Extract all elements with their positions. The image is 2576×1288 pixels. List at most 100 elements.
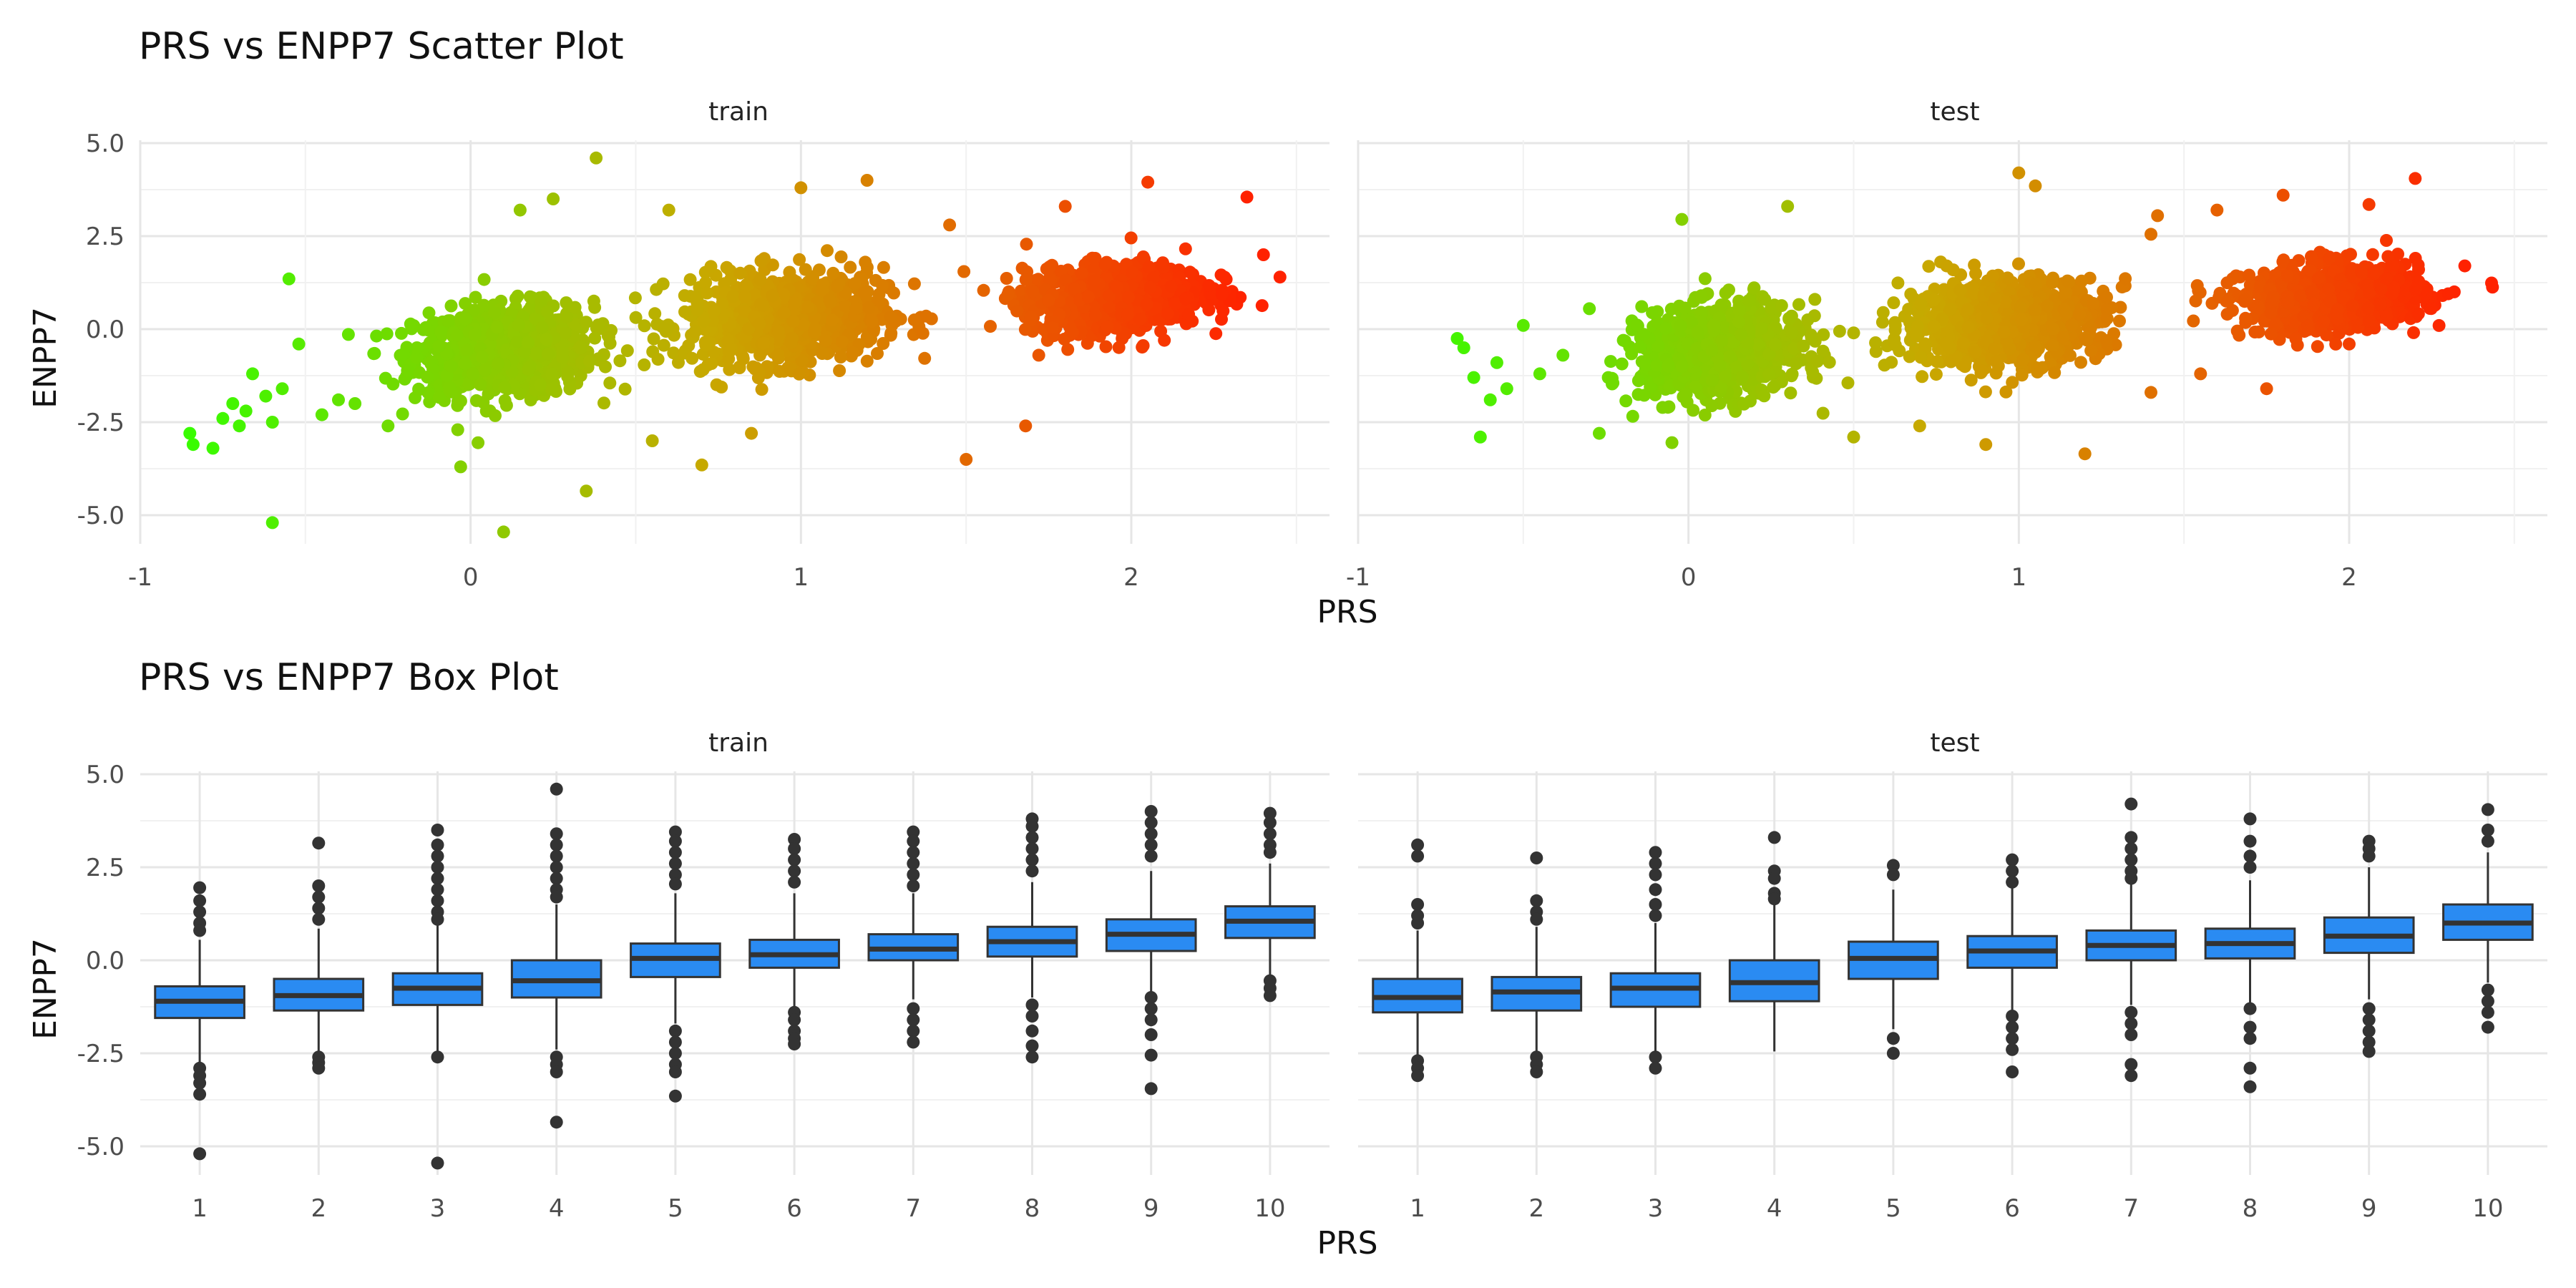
scatter-point	[1888, 338, 1902, 352]
scatter-point	[742, 322, 756, 336]
scatter-point	[459, 357, 472, 370]
scatter-point	[459, 312, 472, 326]
scatter-panel-label-train: train	[708, 97, 769, 127]
scatter-point	[1019, 273, 1033, 286]
scatter-point	[1126, 265, 1139, 279]
scatter-point	[1141, 175, 1155, 189]
scatter-point	[1715, 334, 1729, 347]
scatter-point	[2014, 313, 2028, 326]
scatter-point	[688, 325, 702, 338]
scatter-point	[580, 484, 593, 498]
scatter-point	[1878, 358, 1891, 372]
scatter-point	[367, 347, 381, 361]
scatter-point	[530, 346, 542, 360]
scatter-point	[574, 341, 587, 355]
scatter-point	[603, 376, 617, 390]
scatter-point	[657, 338, 670, 352]
scatter-point	[2015, 369, 2029, 382]
scatter-point	[1888, 323, 1902, 337]
scatter-point	[1929, 368, 1943, 381]
scatter-point	[479, 364, 492, 377]
scatter-point	[1234, 291, 1247, 304]
scatter-x-tick-label: 0	[1681, 563, 1697, 592]
scatter-y-axis-title: ENPP7	[27, 307, 64, 409]
scatter-point	[602, 330, 615, 343]
scatter-point	[386, 377, 400, 391]
scatter-y-tick-label: 5.0	[86, 130, 125, 158]
scatter-point	[1927, 320, 1941, 333]
scatter-point	[907, 313, 921, 327]
scatter-point	[1997, 326, 2011, 338]
scatter-point	[1098, 258, 1112, 271]
scatter-point	[738, 290, 751, 303]
scatter-point	[715, 380, 728, 394]
scatter-point	[723, 345, 736, 358]
scatter-point	[1775, 299, 1788, 313]
scatter-title: PRS vs ENPP7 Scatter Plot	[139, 25, 624, 68]
scatter-point	[638, 319, 651, 333]
scatter-point	[1722, 283, 1735, 297]
scatter-point	[540, 305, 554, 318]
scatter-point	[1968, 346, 1982, 359]
scatter-x-tick-label: -1	[1346, 563, 1370, 592]
scatter-point	[745, 426, 758, 440]
scatter-point	[826, 266, 840, 280]
scatter-point	[1989, 355, 2003, 369]
scatter-point	[695, 458, 708, 472]
scatter-point	[1122, 291, 1136, 304]
scatter-point	[835, 335, 849, 348]
scatter-point	[1619, 394, 1633, 408]
scatter-point	[738, 305, 751, 318]
scatter-point	[839, 300, 853, 313]
scatter-point	[1903, 350, 1916, 364]
scatter-point	[239, 404, 253, 418]
scatter-point	[547, 192, 560, 205]
scatter-point	[477, 273, 491, 286]
scatter-point	[772, 325, 786, 338]
scatter-point	[1202, 279, 1216, 292]
scatter-point	[233, 419, 246, 433]
scatter-point	[1961, 321, 1975, 334]
scatter-point	[246, 367, 259, 381]
scatter-point	[651, 353, 665, 366]
scatter-point	[462, 376, 475, 390]
scatter-point	[809, 322, 822, 336]
scatter-point	[613, 354, 627, 368]
scatter-point	[943, 218, 957, 232]
scatter-point	[1650, 359, 1664, 372]
scatter-point	[441, 314, 455, 328]
scatter-point	[556, 346, 570, 359]
scatter-point	[1755, 321, 1768, 335]
scatter-point	[2057, 331, 2070, 344]
scatter-point	[884, 328, 897, 342]
scatter-point	[795, 353, 809, 367]
scatter-point	[524, 360, 537, 374]
scatter-point	[1909, 327, 1923, 341]
scatter-point	[1943, 341, 1956, 355]
scatter-point	[833, 364, 847, 377]
scatter-point	[1010, 304, 1024, 318]
scatter-point	[771, 351, 785, 365]
scatter-point	[1216, 288, 1229, 301]
scatter-point	[492, 357, 505, 371]
scatter-point	[796, 318, 810, 332]
scatter-point	[1735, 328, 1747, 341]
scatter-point	[844, 260, 857, 274]
scatter-point	[860, 174, 874, 187]
scatter-point	[1705, 374, 1719, 387]
scatter-point	[348, 397, 362, 410]
scatter-point	[432, 339, 446, 353]
scatter-point	[2065, 318, 2079, 331]
scatter-point	[588, 331, 602, 345]
scatter-point	[1797, 339, 1810, 353]
scatter-point	[2073, 307, 2087, 321]
scatter-panel-label-test: test	[1930, 97, 1979, 127]
scatter-point	[560, 296, 573, 310]
scatter-point	[1768, 338, 1782, 351]
scatter-point	[2100, 291, 2113, 304]
scatter-point	[466, 367, 479, 381]
scatter-x-tick-label: 2	[1123, 563, 1139, 592]
scatter-point	[1043, 260, 1056, 274]
scatter-point	[620, 344, 634, 358]
scatter-point	[477, 396, 490, 409]
